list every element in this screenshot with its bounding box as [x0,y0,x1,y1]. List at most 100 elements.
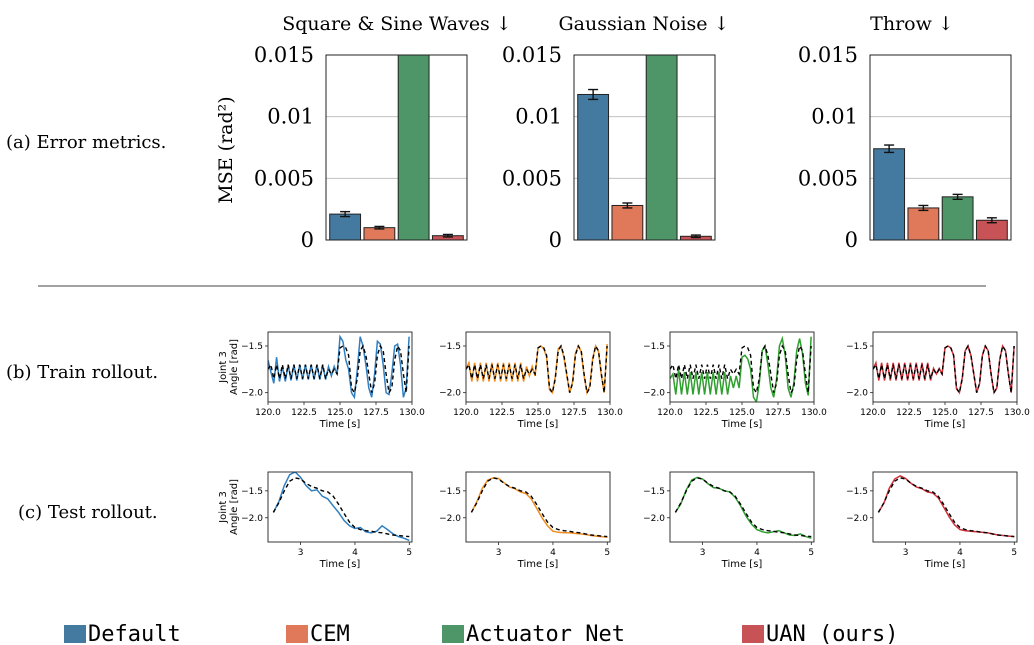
y-tick-label: −2.0 [846,389,868,399]
x-tick-label: 125.0 [932,408,958,418]
x-axis-label: Time [s] [319,559,361,570]
bar-chart-3: Throw ↓ 0 0.005 0.01 0.015 [798,13,1012,252]
x-tick-label: 127.5 [765,408,791,418]
bar-default [873,148,906,241]
row-label-c: (c) Test rollout. [18,502,158,523]
reference-line [877,477,1015,538]
x-tick-label: 5 [604,548,610,558]
y-axis-label-line: Joint 3 [218,351,229,384]
x-tick-label: 5 [808,548,814,558]
x-tick-label: 4 [957,548,963,558]
bar-actuator-net [941,196,974,241]
legend-swatch-uan [742,625,764,643]
bar-chart-frame [869,54,1012,241]
x-tick-label: 120.0 [657,408,683,418]
y-tick-label: 0.015 [502,43,562,67]
x-tick-label: 122.5 [489,408,515,418]
rollout-panel-test-default: 3 4 5 −1.5 −2.0 Time [s] Joint 3Angle [rad] [218,471,413,570]
y-tick-label: 0.01 [267,105,314,129]
x-tick-label: 120.0 [255,408,281,418]
bar-default [329,213,362,241]
x-tick-label: 122.5 [693,408,719,418]
rollout-line-plots: 120.0 122.5 125.0 127.5 130.0 −1.5 −2.0 Time [s… [218,331,1030,570]
x-tick-label: 127.5 [561,408,587,418]
x-tick-label: 130.0 [399,408,425,418]
y-tick-label: −1.5 [846,487,868,497]
y-tick-label: −1.5 [643,487,665,497]
y-tick-label: −2.0 [846,514,868,524]
y-tick-label: −1.5 [241,342,263,352]
bar-chart-1: Square & Sine Waves ↓ 0 0.005 0.01 0.015 MSE … [215,13,512,252]
y-axis-label-line: Angle [rad] [229,479,240,535]
bar-cem [907,207,940,241]
x-axis-label: Time [s] [721,559,763,570]
y-tick-label: −1.5 [439,487,461,497]
x-tick-label: 130.0 [1004,408,1030,418]
y-axis-label: Joint 3Angle [rad] [218,479,240,535]
x-tick-label: 130.0 [801,408,827,418]
rollout-panel-train-actuator-net: 120.0 122.5 125.0 127.5 130.0 −1.5 −2.0 Time [s… [643,331,827,430]
legend-swatch-actuator-net [442,625,464,643]
y-axis-label: MSE (rad²) [215,96,237,203]
rollout-panel-test-uan-ours: 3 4 5 −1.5 −2.0 Time [s] [846,471,1018,570]
x-axis-label: Time [s] [517,419,559,430]
y-tick-label: 0.015 [254,43,314,67]
x-tick-label: 4 [550,548,556,558]
reference-line [470,477,608,538]
reference-line [674,477,812,538]
y-tick-label: 0 [845,228,858,252]
x-tick-label: 5 [406,548,412,558]
x-axis-label: Time [s] [924,559,966,570]
x-tick-label: 120.0 [860,408,886,418]
y-tick-label: 0.01 [811,105,858,129]
row-label-a: (a) Error metrics. [6,132,166,153]
series-line-actuator-net [670,335,812,402]
y-tick-label: 0 [301,228,314,252]
panel-frame [267,471,413,543]
y-tick-label: 0.005 [502,166,562,190]
bar-actuator-net [397,54,430,241]
series-line-cem [466,343,608,396]
y-tick-label: −2.0 [643,389,665,399]
x-tick-label: 125.0 [525,408,551,418]
row-label-b: (b) Train rollout. [6,362,158,383]
y-axis-label-line: Angle [rad] [229,339,240,395]
x-tick-label: 3 [700,548,706,558]
y-axis-label: Joint 3Angle [rad] [218,339,240,395]
y-tick-label: −1.5 [241,487,263,497]
rollout-panel-train-default: 120.0 122.5 125.0 127.5 130.0 −1.5 −2.0 Time [s… [218,331,425,430]
x-tick-label: 122.5 [896,408,922,418]
rollout-panel-test-cem: 3 4 5 −1.5 −2.0 Time [s] [439,471,611,570]
x-axis-label: Time [s] [924,419,966,430]
bar-chart-title: Square & Sine Waves ↓ [282,13,512,35]
x-tick-label: 3 [298,548,304,558]
y-tick-label: −2.0 [643,514,665,524]
x-tick-label: 3 [496,548,502,558]
legend-label-cem: CEM [310,622,350,645]
rollout-panel-train-uan-ours: 120.0 122.5 125.0 127.5 130.0 −1.5 −2.0 Time [s… [846,331,1030,430]
y-axis-label-line: Joint 3 [218,491,229,524]
x-tick-label: 125.0 [327,408,353,418]
bar-actuator-net [645,54,678,241]
bar-chart-title: Gaussian Noise ↓ [558,13,729,35]
x-tick-label: 120.0 [453,408,479,418]
reference-line [873,344,1015,395]
bar-default [577,93,610,241]
x-tick-label: 122.5 [291,408,317,418]
legend-label-uan: UAN (ours) [766,622,898,645]
x-axis-label: Time [s] [517,559,559,570]
bar-cem [611,204,644,241]
y-tick-label: −2.0 [439,514,461,524]
rollout-panel-test-actuator-net: 3 4 5 −1.5 −2.0 Time [s] [643,471,815,570]
reference-line [272,477,410,538]
y-tick-label: −1.5 [643,342,665,352]
x-tick-label: 4 [754,548,760,558]
panel-frame [872,471,1018,543]
legend-label-actuator-net: Actuator Net [466,622,625,645]
error-metric-bar-charts: Square & Sine Waves ↓ 0 0.005 0.01 0.015 MSE … [215,13,1012,252]
x-axis-label: Time [s] [319,419,361,430]
panel-frame [465,471,611,543]
y-tick-label: −2.0 [241,389,263,399]
legend-swatch-cem [286,625,308,643]
